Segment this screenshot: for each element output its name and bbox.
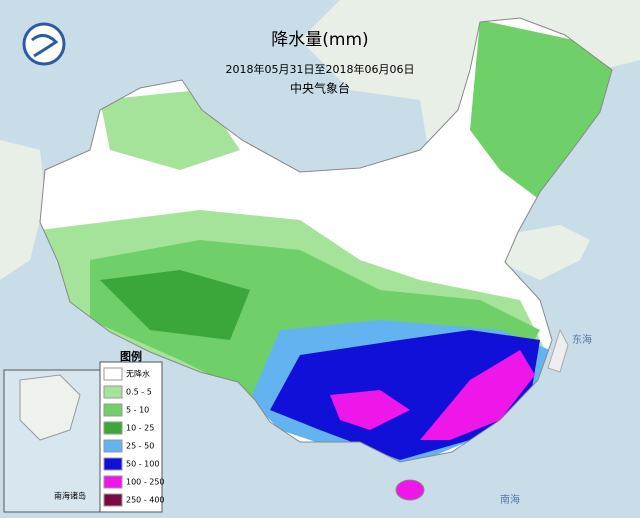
title: 降水量(mm) [271, 30, 368, 50]
china-border [39, 17, 613, 463]
land-west [0, 140, 45, 280]
legend-title: 图例 [120, 349, 142, 363]
legend-swatch [103, 475, 123, 489]
legend-label: 无降水 [126, 369, 150, 379]
legend-box [99, 361, 163, 513]
band-100-250-gx [330, 390, 410, 430]
legend-label: 0.5 - 5 [126, 388, 152, 397]
inset-label: 南海诸岛 [54, 491, 86, 501]
band-heavy [100, 270, 250, 340]
legend-label: 25 - 50 [126, 442, 154, 451]
logo [22, 22, 66, 66]
hainan [395, 479, 425, 501]
legend-swatch [103, 439, 123, 453]
logo-mark [31, 34, 59, 58]
band-100-250-gd [420, 350, 535, 440]
legend-swatch [103, 367, 123, 381]
sea-label: 东海 [572, 333, 592, 346]
legend-items: 无降水 0.5 - 5 5 - 10 10 - 25 25 - 50 50 - 100 10… [103, 367, 165, 507]
legend-swatch [103, 493, 123, 507]
legend-label: 5 - 10 [126, 406, 149, 415]
legend-swatch [103, 385, 123, 399]
sea-label: 南海 [500, 493, 520, 506]
legend-swatch [103, 421, 123, 435]
source: 中央气象台 [290, 81, 350, 96]
legend-label: 50 - 100 [126, 460, 159, 469]
legend-swatch [103, 457, 123, 471]
inset-land [19, 374, 81, 441]
subtitle: 2018年05月31日至2018年06月06日 [226, 62, 415, 76]
legend-label: 100 - 250 [126, 478, 165, 487]
legend-swatch [103, 403, 123, 417]
taiwan [547, 328, 569, 373]
legend-label: 250 - 400 [126, 496, 165, 505]
legend-label: 10 - 25 [126, 424, 154, 433]
korea [500, 225, 590, 280]
